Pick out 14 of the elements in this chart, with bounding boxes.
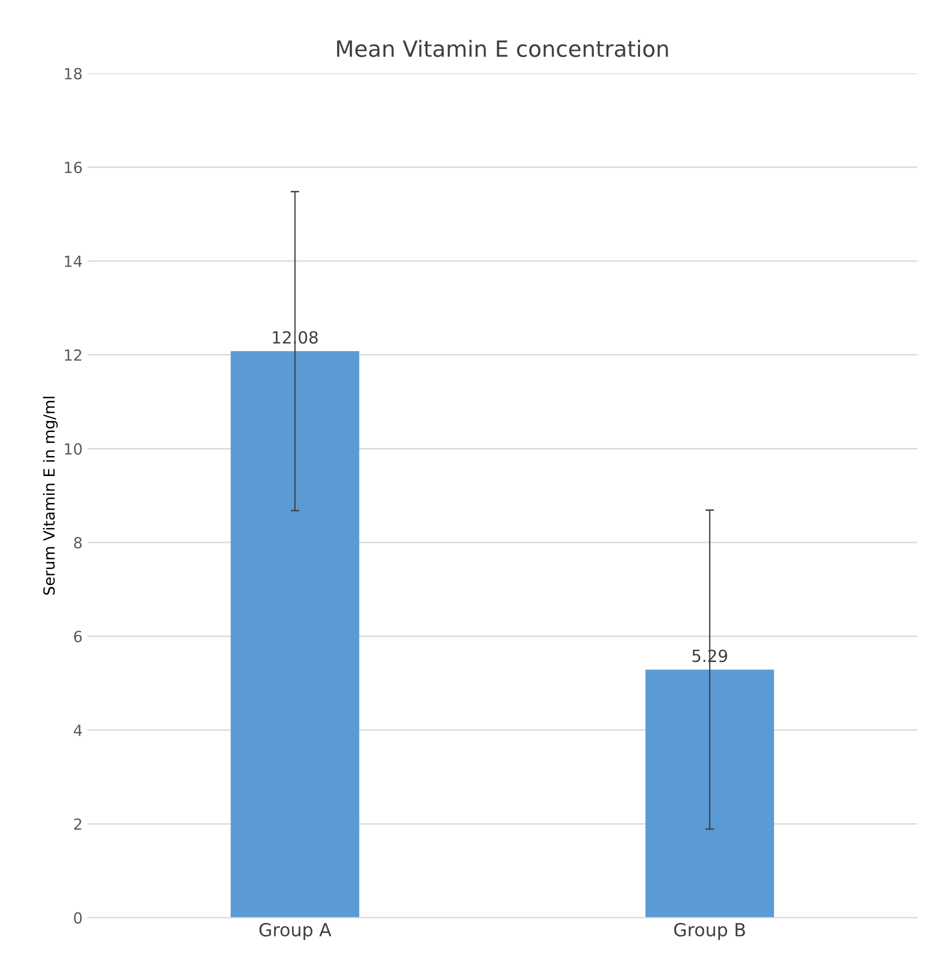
y-tick-label: 12 bbox=[64, 349, 82, 361]
y-tick-label: 16 bbox=[64, 162, 82, 174]
y-tick-label: 0 bbox=[74, 912, 82, 924]
y-tick-label: 8 bbox=[74, 536, 82, 548]
y-tick-label: 2 bbox=[74, 818, 82, 830]
chart-title: Mean Vitamin E concentration bbox=[337, 40, 668, 58]
y-tick-label: 6 bbox=[74, 630, 82, 642]
y-tick-label: 10 bbox=[64, 443, 82, 455]
y-tick-label: 18 bbox=[64, 68, 82, 80]
y-axis-title: Serum Vitamin E in mg/ml bbox=[42, 396, 58, 595]
x-tick-label: Group B bbox=[674, 922, 745, 940]
y-tick-label: 14 bbox=[64, 256, 82, 267]
x-tick-label: Group A bbox=[259, 922, 332, 940]
y-tick-label: 4 bbox=[74, 724, 82, 736]
